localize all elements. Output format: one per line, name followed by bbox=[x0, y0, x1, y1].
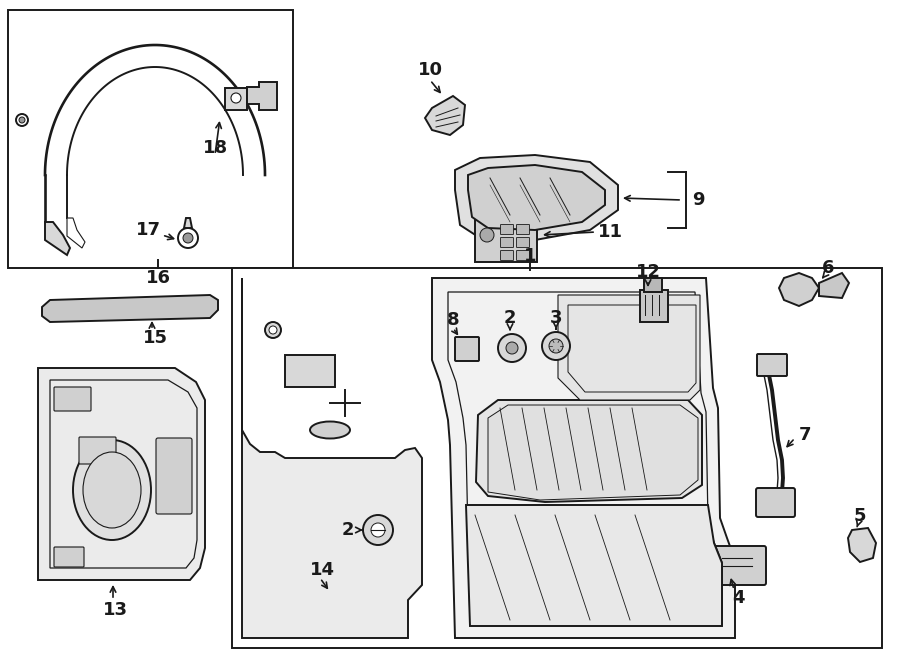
FancyBboxPatch shape bbox=[644, 278, 662, 292]
FancyBboxPatch shape bbox=[517, 250, 529, 261]
Circle shape bbox=[480, 228, 494, 242]
FancyBboxPatch shape bbox=[517, 224, 529, 234]
Text: 5: 5 bbox=[854, 507, 866, 525]
FancyBboxPatch shape bbox=[475, 220, 537, 262]
Polygon shape bbox=[432, 278, 735, 638]
Polygon shape bbox=[466, 505, 722, 626]
FancyBboxPatch shape bbox=[500, 250, 514, 261]
FancyBboxPatch shape bbox=[517, 238, 529, 248]
Circle shape bbox=[542, 332, 570, 360]
Polygon shape bbox=[42, 295, 218, 322]
Text: 2: 2 bbox=[504, 309, 517, 327]
Polygon shape bbox=[779, 273, 819, 306]
Polygon shape bbox=[468, 165, 605, 230]
Polygon shape bbox=[558, 295, 700, 400]
FancyBboxPatch shape bbox=[54, 387, 91, 411]
Polygon shape bbox=[455, 155, 618, 240]
FancyBboxPatch shape bbox=[455, 337, 479, 361]
Text: 4: 4 bbox=[732, 589, 744, 607]
Polygon shape bbox=[819, 273, 849, 298]
Polygon shape bbox=[848, 528, 876, 562]
Text: 6: 6 bbox=[822, 259, 834, 277]
Circle shape bbox=[506, 342, 518, 354]
Ellipse shape bbox=[310, 422, 350, 438]
Text: 11: 11 bbox=[598, 223, 623, 241]
Circle shape bbox=[19, 117, 25, 123]
Text: 16: 16 bbox=[146, 269, 170, 287]
Polygon shape bbox=[38, 368, 205, 580]
Circle shape bbox=[498, 334, 526, 362]
Polygon shape bbox=[425, 96, 465, 135]
Text: 1: 1 bbox=[524, 247, 536, 265]
FancyBboxPatch shape bbox=[285, 355, 335, 387]
FancyBboxPatch shape bbox=[54, 547, 84, 567]
Circle shape bbox=[231, 93, 241, 103]
Circle shape bbox=[16, 114, 28, 126]
Polygon shape bbox=[45, 222, 70, 255]
Text: 2: 2 bbox=[342, 521, 355, 539]
FancyBboxPatch shape bbox=[756, 488, 795, 517]
FancyBboxPatch shape bbox=[156, 438, 192, 514]
Ellipse shape bbox=[83, 452, 141, 528]
Polygon shape bbox=[184, 218, 192, 228]
Text: 15: 15 bbox=[142, 329, 167, 347]
Ellipse shape bbox=[73, 440, 151, 540]
FancyBboxPatch shape bbox=[714, 546, 766, 585]
Polygon shape bbox=[247, 82, 277, 110]
FancyBboxPatch shape bbox=[757, 354, 787, 376]
Text: 12: 12 bbox=[635, 263, 661, 281]
Circle shape bbox=[265, 322, 281, 338]
Text: 14: 14 bbox=[310, 561, 335, 579]
Text: 13: 13 bbox=[103, 601, 128, 619]
Polygon shape bbox=[476, 400, 702, 502]
FancyBboxPatch shape bbox=[500, 238, 514, 248]
Text: 9: 9 bbox=[692, 191, 704, 209]
Circle shape bbox=[549, 339, 563, 353]
Polygon shape bbox=[225, 88, 247, 110]
Circle shape bbox=[363, 515, 393, 545]
Polygon shape bbox=[242, 278, 422, 638]
FancyBboxPatch shape bbox=[500, 224, 514, 234]
Circle shape bbox=[183, 233, 193, 243]
Text: 18: 18 bbox=[202, 139, 228, 157]
FancyBboxPatch shape bbox=[640, 290, 668, 322]
Text: 3: 3 bbox=[550, 309, 562, 327]
Text: 17: 17 bbox=[136, 221, 160, 239]
Text: 8: 8 bbox=[446, 311, 459, 329]
Text: 10: 10 bbox=[418, 61, 443, 79]
Polygon shape bbox=[67, 218, 85, 248]
FancyBboxPatch shape bbox=[79, 437, 116, 464]
Circle shape bbox=[178, 228, 198, 248]
Circle shape bbox=[269, 326, 277, 334]
Bar bbox=[232, 268, 882, 648]
Text: 7: 7 bbox=[799, 426, 811, 444]
Polygon shape bbox=[488, 405, 698, 500]
Bar bbox=[8, 10, 293, 268]
Circle shape bbox=[371, 523, 385, 537]
